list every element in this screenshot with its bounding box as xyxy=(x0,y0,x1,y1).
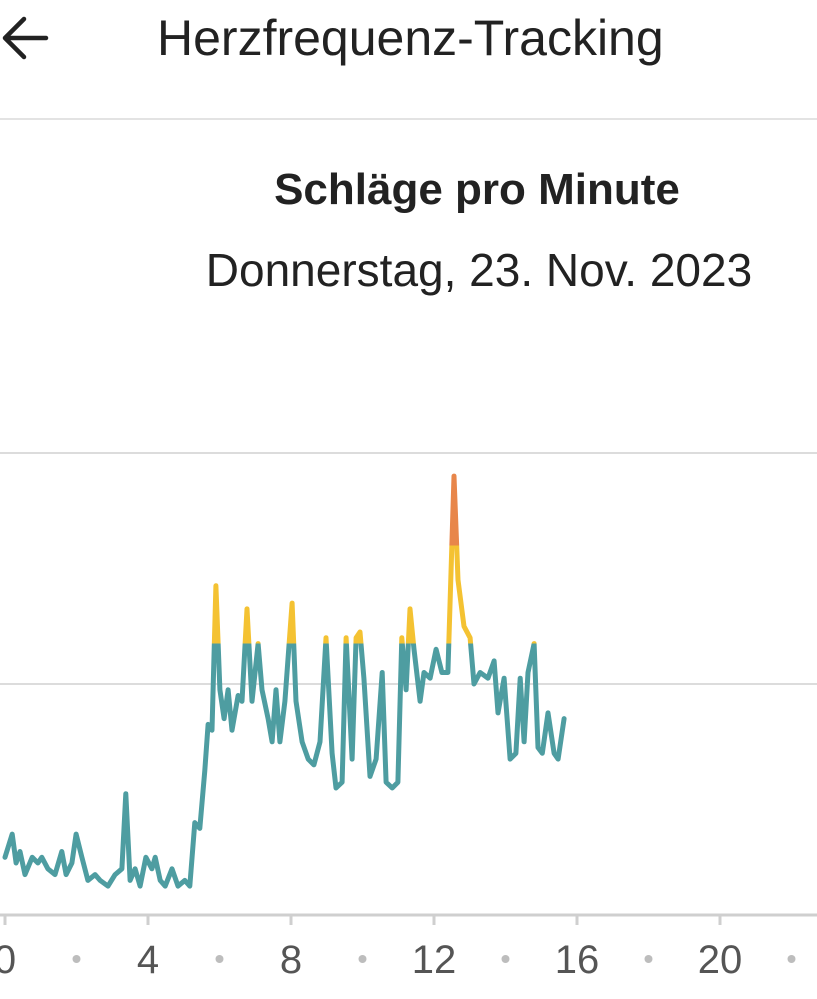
back-button[interactable] xyxy=(2,16,49,60)
x-minor-dot xyxy=(787,955,796,963)
x-minor-dot xyxy=(358,955,367,963)
heart-rate-line xyxy=(2,473,567,889)
back-arrow[interactable] xyxy=(2,16,49,60)
x-tick-label: 20 xyxy=(698,938,743,982)
header-divider xyxy=(0,118,817,120)
x-minor-dot xyxy=(215,955,224,963)
x-tick-label: 0 xyxy=(0,938,16,982)
x-minor-dot xyxy=(644,955,653,963)
x-tick-label: 4 xyxy=(137,938,159,982)
x-tick-label: 12 xyxy=(412,938,457,982)
chart-title: Schläge pro Minute xyxy=(274,165,680,214)
x-minor-dot xyxy=(72,955,81,963)
app-title: Herzfrequenz-Tracking xyxy=(157,10,664,66)
x-tick-label: 16 xyxy=(555,938,600,982)
chart-subtitle: Donnerstag, 23. Nov. 2023 xyxy=(206,244,752,296)
x-minor-dot xyxy=(501,955,510,963)
x-tick-label: 8 xyxy=(280,938,302,982)
